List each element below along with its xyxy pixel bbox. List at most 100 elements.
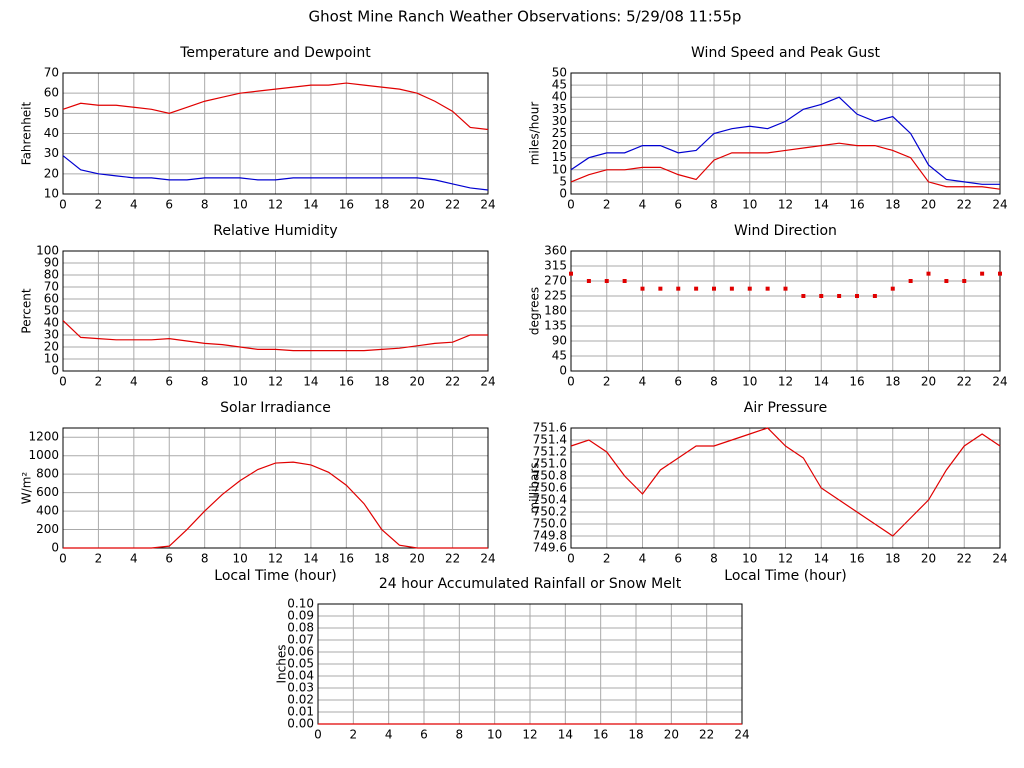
x-tick-label: 10 (487, 728, 502, 742)
y-tick-label: 0.00 (287, 717, 314, 731)
x-tick-label: 2 (350, 728, 358, 742)
x-tick-label: 12 (778, 552, 793, 566)
y-tick-label: 30 (44, 328, 59, 342)
y-tick-label: 80 (44, 268, 59, 282)
data-point (658, 286, 663, 291)
x-tick-label: 20 (410, 198, 425, 212)
x-tick-label: 0 (59, 375, 67, 389)
y-tick-label: 0 (51, 541, 59, 555)
y-tick-label: 0.05 (287, 657, 314, 671)
x-tick-label: 8 (201, 198, 209, 212)
y-tick-label: 180 (544, 304, 567, 318)
x-tick-label: 8 (201, 375, 209, 389)
x-tick-label: 12 (778, 198, 793, 212)
y-tick-label: 60 (44, 86, 59, 100)
x-tick-label: 20 (410, 552, 425, 566)
x-tick-label: 14 (303, 375, 318, 389)
x-tick-label: 0 (314, 728, 322, 742)
y-tick-label: 1000 (28, 448, 59, 462)
plot-frame (62, 427, 489, 549)
y-axis-label: millibars (528, 462, 542, 513)
x-tick-label: 4 (639, 552, 647, 566)
data-point (819, 294, 824, 298)
x-tick-label: 20 (664, 728, 679, 742)
y-tick-label: 0 (51, 364, 59, 378)
y-tick-label: 225 (544, 289, 567, 303)
x-tick-label: 16 (339, 198, 354, 212)
data-point (604, 279, 609, 283)
y-tick-label: 30 (552, 114, 567, 128)
data-point (998, 271, 1002, 276)
y-tick-label: 750.0 (533, 517, 567, 531)
y-axis-label: W/m² (20, 472, 34, 505)
x-tick-label: 0 (567, 375, 575, 389)
x-tick-label: 20 (410, 375, 425, 389)
x-tick-label: 16 (593, 728, 608, 742)
plot-frame (570, 427, 1001, 549)
y-tick-label: 50 (552, 66, 567, 80)
y-tick-label: 45 (552, 349, 567, 363)
x-tick-label: 2 (603, 375, 611, 389)
y-tick-label: 50 (44, 106, 59, 120)
y-tick-label: 40 (44, 316, 59, 330)
y-tick-label: 40 (552, 90, 567, 104)
y-tick-label: 20 (44, 166, 59, 180)
y-axis-label: miles/hour (528, 102, 542, 166)
y-axis-label: Fahrenheit (20, 101, 34, 165)
x-tick-label: 24 (992, 375, 1007, 389)
x-tick-label: 12 (268, 552, 283, 566)
chart-title: Solar Irradiance (220, 400, 331, 416)
chart-title: Relative Humidity (213, 223, 337, 239)
plot-frame (570, 72, 1001, 195)
y-tick-label: 45 (552, 78, 567, 92)
data-line (62, 82, 489, 131)
x-tick-label: 14 (303, 198, 318, 212)
y-tick-label: 750.6 (533, 481, 567, 495)
y-tick-label: 750.2 (533, 505, 567, 519)
data-line (570, 142, 1001, 190)
plot-frame (62, 72, 489, 195)
x-tick-label: 10 (742, 552, 757, 566)
x-tick-label: 20 (921, 375, 936, 389)
data-point (980, 271, 985, 276)
data-line (570, 427, 1001, 537)
x-tick-label: 14 (303, 552, 318, 566)
y-tick-label: 10 (552, 162, 567, 176)
x-tick-label: 12 (522, 728, 537, 742)
y-tick-label: 35 (552, 102, 567, 116)
y-tick-label: 40 (44, 126, 59, 140)
x-tick-label: 22 (445, 198, 460, 212)
y-tick-label: 0.01 (287, 705, 314, 719)
y-tick-label: 10 (44, 187, 59, 201)
x-tick-label: 20 (921, 552, 936, 566)
y-tick-label: 0 (559, 364, 567, 378)
x-tick-label: 14 (814, 552, 829, 566)
x-tick-label: 4 (639, 375, 647, 389)
x-tick-label: 18 (374, 375, 389, 389)
x-tick-label: 14 (814, 375, 829, 389)
data-point (908, 279, 913, 283)
x-tick-label: 24 (992, 198, 1007, 212)
x-tick-label: 10 (232, 375, 247, 389)
y-tick-label: 750.8 (533, 469, 567, 483)
x-tick-label: 0 (59, 552, 67, 566)
x-axis-label: Local Time (hour) (214, 568, 336, 584)
x-tick-label: 2 (95, 552, 103, 566)
data-line (63, 461, 488, 549)
x-tick-label: 16 (849, 198, 864, 212)
x-tick-label: 12 (268, 375, 283, 389)
x-tick-label: 10 (232, 552, 247, 566)
x-tick-label: 0 (59, 198, 67, 212)
y-tick-label: 749.8 (533, 529, 567, 543)
x-axis-label: Local Time (hour) (724, 568, 846, 584)
x-tick-label: 0 (567, 198, 575, 212)
chart-title: Wind Speed and Peak Gust (691, 45, 880, 61)
y-tick-label: 751.0 (533, 457, 567, 471)
data-point (694, 286, 699, 291)
x-tick-label: 12 (778, 375, 793, 389)
y-tick-label: 60 (44, 292, 59, 306)
y-tick-label: 10 (44, 352, 59, 366)
y-tick-label: 751.4 (533, 433, 567, 447)
y-tick-label: 0.10 (287, 597, 314, 611)
x-tick-label: 2 (95, 198, 103, 212)
